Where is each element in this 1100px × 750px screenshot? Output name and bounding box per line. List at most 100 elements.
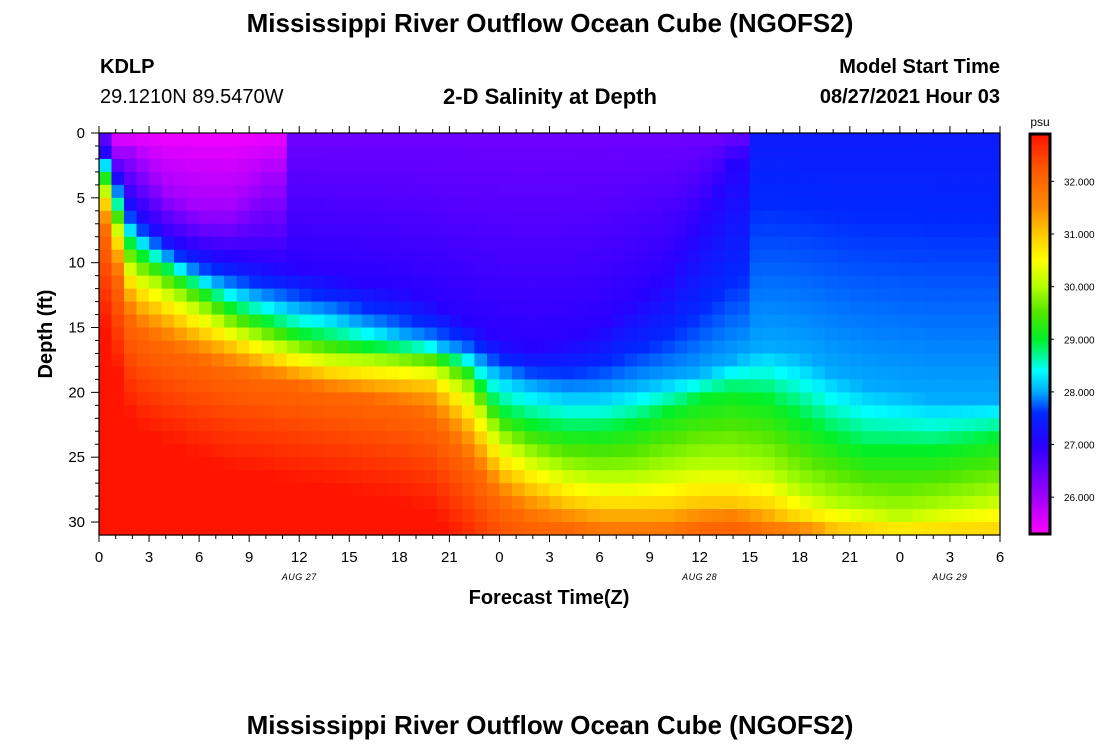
heatmap-cell	[99, 509, 113, 523]
heatmap-cell	[799, 223, 813, 238]
colorbar-segment	[1030, 380, 1050, 383]
heatmap-cell	[361, 236, 375, 251]
heatmap-cell	[899, 210, 913, 225]
heatmap-cell	[849, 133, 863, 147]
heatmap-cell	[862, 314, 876, 329]
heatmap-cell	[549, 509, 563, 523]
heatmap-cell	[562, 145, 576, 160]
heatmap-cell	[261, 275, 275, 290]
heatmap-cell	[336, 197, 350, 212]
heatmap-cell	[799, 418, 813, 432]
heatmap-cell	[599, 249, 613, 264]
heatmap-cell	[749, 301, 763, 316]
heatmap-cell	[774, 418, 788, 432]
heatmap-cell	[624, 509, 638, 523]
heatmap-cell	[674, 405, 688, 419]
heatmap-cell	[649, 418, 663, 432]
heatmap-cell	[136, 444, 150, 458]
heatmap-cell	[924, 223, 939, 238]
heatmap-cell	[799, 379, 813, 393]
colorbar-segment	[1030, 144, 1050, 147]
heatmap-cell	[411, 444, 425, 458]
heatmap-cell	[249, 379, 263, 393]
heatmap-cell	[574, 275, 588, 290]
colorbar-segment	[1030, 468, 1050, 471]
heatmap-cell	[687, 509, 701, 523]
colorbar-segment	[1030, 294, 1050, 297]
heatmap-cell	[974, 340, 989, 355]
heatmap-cell	[324, 522, 338, 536]
heatmap-cell	[724, 197, 738, 212]
heatmap-cell	[411, 197, 425, 212]
heatmap-cell	[687, 171, 701, 186]
heatmap-cell	[461, 171, 476, 186]
heatmap-cell	[724, 392, 738, 406]
heatmap-cell	[124, 470, 138, 484]
heatmap-cell	[587, 197, 601, 212]
heatmap-cell	[461, 301, 476, 316]
heatmap-cell	[599, 522, 613, 536]
heatmap-cell	[374, 236, 388, 251]
heatmap-cell	[386, 301, 400, 316]
heatmap-cell	[361, 288, 375, 303]
heatmap-cell	[799, 327, 813, 342]
heatmap-cell	[474, 145, 488, 160]
heatmap-cell	[499, 522, 513, 536]
heatmap-cell	[386, 262, 400, 277]
heatmap-cell	[374, 262, 388, 277]
heatmap-cell	[949, 457, 964, 471]
heatmap-cell	[386, 236, 400, 251]
heatmap-cell	[962, 236, 976, 251]
heatmap-cell	[424, 496, 438, 510]
heatmap-cell	[799, 457, 813, 471]
heatmap-cell	[874, 223, 888, 238]
heatmap-cell	[737, 288, 751, 303]
heatmap-cell	[924, 314, 939, 329]
heatmap-cell	[161, 171, 175, 186]
heatmap-cell	[787, 470, 801, 484]
heatmap-cell	[286, 288, 300, 303]
heatmap-cell	[624, 275, 638, 290]
colorbar-segment	[1030, 378, 1050, 381]
heatmap-cell	[674, 340, 688, 355]
heatmap-cell	[486, 171, 501, 186]
heatmap-cell	[787, 522, 801, 536]
x-axis-label: Forecast Time(Z)	[469, 587, 630, 609]
heatmap-cell	[824, 145, 838, 160]
heatmap-cell	[236, 509, 250, 523]
heatmap-cell	[787, 275, 801, 290]
heatmap-cell	[161, 509, 175, 523]
heatmap-cell	[261, 405, 275, 419]
heatmap-cell	[974, 249, 989, 264]
heatmap-cell	[737, 483, 751, 497]
heatmap-cell	[774, 522, 788, 536]
heatmap-cell	[662, 340, 676, 355]
heatmap-cell	[474, 496, 488, 510]
heatmap-cell	[399, 275, 413, 290]
heatmap-cell	[424, 483, 438, 497]
heatmap-cell	[874, 210, 888, 225]
heatmap-cell	[887, 470, 901, 484]
heatmap-cell	[687, 431, 701, 445]
heatmap-cell	[662, 431, 676, 445]
heatmap-cell	[712, 392, 726, 406]
heatmap-cell	[562, 275, 576, 290]
heatmap-cell	[749, 405, 763, 419]
heatmap-cell	[799, 249, 813, 264]
heatmap-cell	[924, 353, 939, 368]
heatmap-cell	[161, 470, 175, 484]
heatmap-cell	[286, 470, 300, 484]
heatmap-cell	[574, 457, 588, 471]
heatmap-cell	[449, 184, 463, 199]
heatmap-cell	[211, 158, 225, 173]
heatmap-cell	[249, 483, 263, 497]
heatmap-cell	[411, 366, 425, 380]
heatmap-cell	[574, 418, 588, 432]
colorbar-segment	[1030, 524, 1050, 527]
heatmap-cell	[899, 197, 913, 212]
heatmap-cell	[186, 340, 200, 355]
heatmap-cell	[111, 171, 125, 186]
heatmap-cell	[499, 379, 513, 393]
heatmap-cell	[574, 522, 588, 536]
heatmap-cell	[562, 522, 576, 536]
